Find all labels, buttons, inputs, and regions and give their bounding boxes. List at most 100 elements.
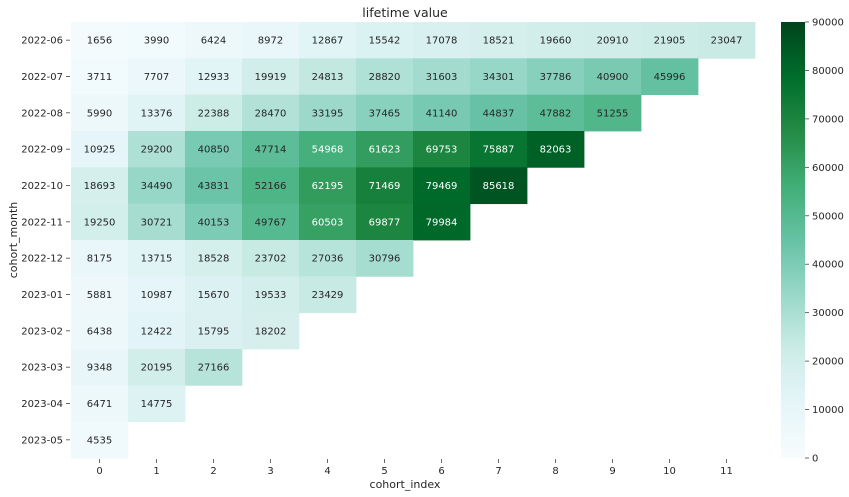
heatmap-cell <box>356 94 414 132</box>
heatmap-cell <box>413 22 471 59</box>
colorbar-tick-label: 70000 <box>812 114 844 125</box>
heatmap-cell <box>584 22 642 59</box>
cell-value-label: 33195 <box>312 108 344 119</box>
cell-value-label: 19660 <box>540 36 572 47</box>
cell-value-label: 28820 <box>369 72 401 83</box>
colorbar-tick-label: 50000 <box>812 211 844 222</box>
heatmap-cell <box>527 22 585 59</box>
heatmap-cell <box>470 94 528 132</box>
y-tick-label: 2022-12 <box>21 254 63 265</box>
x-axis-label: cohort_index <box>370 478 441 491</box>
cell-value-label: 27036 <box>312 254 344 265</box>
heatmap-cell <box>242 240 300 277</box>
colorbar-tick-label: 60000 <box>812 163 844 174</box>
cell-value-label: 79984 <box>426 217 458 228</box>
x-tick-label: 3 <box>267 466 273 477</box>
heatmap-cell <box>128 385 186 423</box>
heatmap-cell <box>71 240 129 277</box>
cell-value-label: 71469 <box>369 181 401 192</box>
y-tick-label: 2023-05 <box>21 435 63 446</box>
y-tick-label: 2022-11 <box>21 217 63 228</box>
x-tick-labels: 0 1 2 3 4 5 6 7 8 9 10 11 <box>96 459 733 477</box>
heatmap-cell <box>185 94 243 132</box>
heatmap-cell <box>185 203 243 241</box>
heatmap-cell <box>413 58 471 96</box>
heatmap-cells: 1656 3990 6424 8972 12867 15542 17078 18521 1966… <box>71 22 756 459</box>
heatmap-cell <box>299 22 357 59</box>
cell-value-label: 52166 <box>255 181 287 192</box>
heatmap-cell <box>356 22 414 59</box>
heatmap-cell <box>71 22 129 59</box>
cell-value-label: 5881 <box>87 290 112 301</box>
heatmap-cell <box>356 240 414 277</box>
cell-value-label: 13715 <box>141 254 173 265</box>
cell-value-label: 17078 <box>426 36 458 47</box>
x-tick-label: 8 <box>552 466 558 477</box>
heatmap-cell <box>242 94 300 132</box>
cell-value-label: 18521 <box>483 36 515 47</box>
cell-value-label: 30721 <box>141 217 173 228</box>
cell-value-label: 69877 <box>369 217 401 228</box>
cell-value-label: 24813 <box>312 72 344 83</box>
heatmap-cell <box>356 131 414 168</box>
colorbar-tick-label: 10000 <box>812 405 844 416</box>
cell-value-label: 7707 <box>144 72 169 83</box>
heatmap-cell <box>242 22 300 59</box>
heatmap-cell <box>128 22 186 59</box>
x-tick-label: 7 <box>495 466 501 477</box>
heatmap-cell <box>242 312 300 350</box>
colorbar-tick-label: 0 <box>812 454 818 465</box>
heatmap-cell <box>128 58 186 96</box>
heatmap-cell <box>128 167 186 205</box>
cell-value-label: 37786 <box>540 72 572 83</box>
heatmap-cell <box>185 240 243 277</box>
heatmap-cell <box>185 167 243 205</box>
heatmap-cell <box>470 167 528 205</box>
cell-value-label: 19250 <box>84 217 116 228</box>
heatmap-cell <box>413 131 471 168</box>
y-tick-label: 2022-08 <box>21 108 63 119</box>
heatmap-cell <box>299 131 357 168</box>
heatmap-cell <box>527 94 585 132</box>
heatmap-cell <box>413 94 471 132</box>
colorbar-tick-label: 90000 <box>812 18 844 29</box>
heatmap-cell <box>71 312 129 350</box>
heatmap-cell <box>356 203 414 241</box>
cell-value-label: 31603 <box>426 72 458 83</box>
cell-value-label: 14775 <box>141 399 173 410</box>
cell-value-label: 18202 <box>255 326 287 337</box>
cell-value-label: 15542 <box>369 36 401 47</box>
cell-value-label: 82063 <box>540 145 572 156</box>
heatmap-cell <box>128 312 186 350</box>
y-tick-label: 2023-04 <box>21 399 63 410</box>
heatmap-cell <box>185 349 243 386</box>
x-tick-label: 9 <box>609 466 615 477</box>
y-tick-labels: 2022-06 2022-07 2022-08 2022-09 2022-10 2022-… <box>21 36 70 446</box>
heatmap-cell <box>413 203 471 241</box>
cell-value-label: 45996 <box>654 72 686 83</box>
cell-value-label: 40153 <box>198 217 230 228</box>
cell-value-label: 28470 <box>255 108 287 119</box>
cell-value-label: 23429 <box>312 290 344 301</box>
cell-value-label: 10987 <box>141 290 173 301</box>
cell-value-label: 49767 <box>255 217 287 228</box>
cell-value-label: 1656 <box>87 36 112 47</box>
heatmap-cell <box>299 167 357 205</box>
heatmap-cell <box>71 58 129 96</box>
cell-value-label: 37465 <box>369 108 401 119</box>
cell-value-label: 30796 <box>369 254 401 265</box>
cell-value-label: 21905 <box>654 36 686 47</box>
colorbar-tick-label: 80000 <box>812 66 844 77</box>
y-axis-label: cohort_month <box>7 202 20 279</box>
heatmap-cell <box>299 240 357 277</box>
y-tick-label: 2023-02 <box>21 326 63 337</box>
cell-value-label: 27166 <box>198 363 230 374</box>
heatmap-cell <box>527 58 585 96</box>
cell-value-label: 12933 <box>198 72 230 83</box>
cell-value-label: 20910 <box>597 36 629 47</box>
heatmap-cell <box>71 203 129 241</box>
cell-value-label: 41140 <box>426 108 458 119</box>
cell-value-label: 12422 <box>141 326 173 337</box>
cell-value-label: 4535 <box>87 435 112 446</box>
